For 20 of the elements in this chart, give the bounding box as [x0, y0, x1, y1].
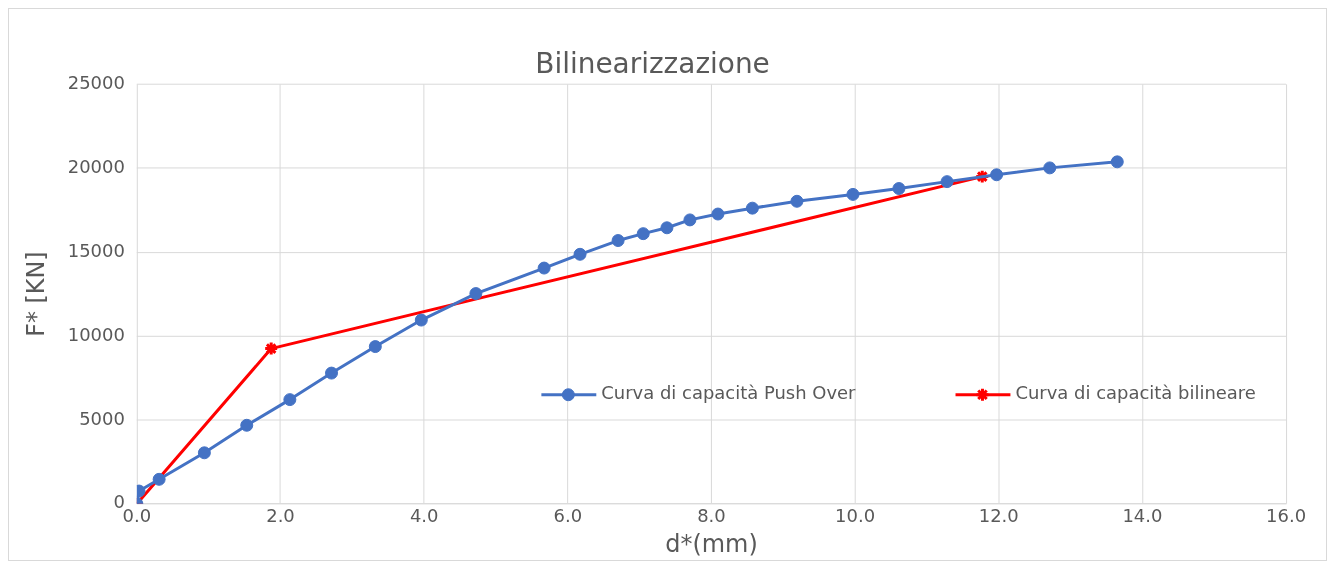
chart-title: Bilinearizzazione [535, 46, 770, 80]
y-tick-label: 15000 [67, 239, 125, 261]
x-tick-label: 8.0 [697, 505, 726, 527]
x-tick-label: 12.0 [978, 505, 1019, 527]
x-tick-label: 2.0 [266, 505, 295, 527]
y-tick-label: 25000 [67, 72, 125, 93]
x-tick-label: 10.0 [835, 505, 876, 527]
legend-label: Curva di capacità bilineare [1015, 382, 1256, 404]
y-tick-label: 5000 [79, 407, 125, 429]
x-tick-label: 4.0 [409, 505, 439, 527]
x-tick-label: 14.0 [1122, 505, 1163, 527]
y-tick-label: 10000 [67, 323, 125, 345]
y-tick-label: 20000 [67, 155, 125, 177]
legend-label: Curva di capacità Push Over [601, 382, 857, 404]
x-tick-label: 16.0 [1266, 505, 1307, 527]
x-tick-label: 0.0 [122, 505, 152, 527]
y-tick-label: 0 [113, 491, 125, 513]
y-axis-title: F* [KN] [21, 251, 50, 337]
x-tick-label: 6.0 [553, 505, 583, 527]
x-axis-title: d*(mm) [665, 529, 758, 558]
